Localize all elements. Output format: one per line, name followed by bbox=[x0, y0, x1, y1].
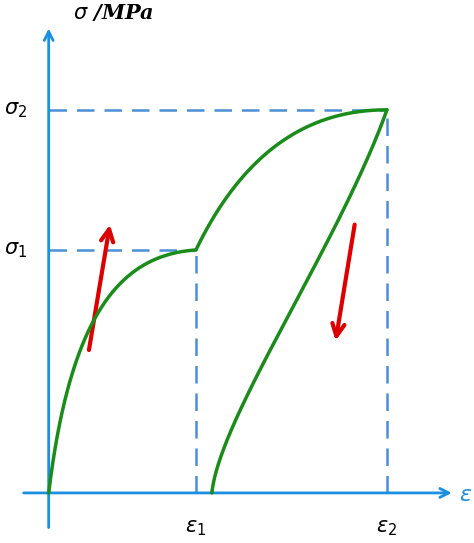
Text: $\sigma_1$: $\sigma_1$ bbox=[4, 240, 27, 260]
Text: $\sigma$ /MPa: $\sigma$ /MPa bbox=[73, 2, 154, 23]
Text: $\varepsilon_1$: $\varepsilon_1$ bbox=[185, 519, 207, 538]
Text: $\varepsilon$: $\varepsilon$ bbox=[458, 484, 472, 506]
Text: $\varepsilon_2$: $\varepsilon_2$ bbox=[376, 519, 398, 538]
Text: $\sigma_2$: $\sigma_2$ bbox=[4, 100, 27, 119]
